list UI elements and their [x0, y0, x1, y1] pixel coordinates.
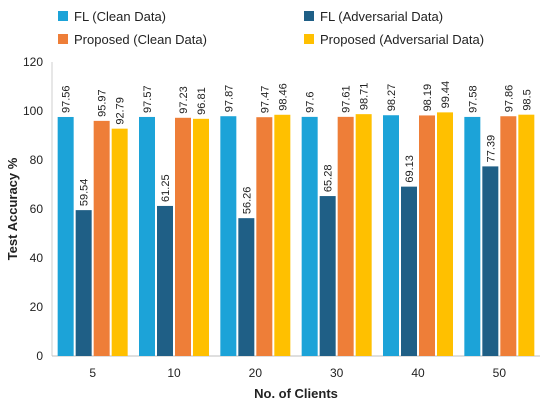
bar [175, 117, 191, 356]
bar-data-label: 97.86 [503, 85, 515, 113]
bar [337, 116, 354, 356]
bar [75, 210, 92, 356]
bar-data-label: 97.61 [341, 85, 353, 113]
x-tick-labels: 5 10 20 30 40 50 [89, 366, 506, 380]
bar [301, 116, 318, 356]
bar [157, 205, 173, 356]
bar [274, 114, 291, 356]
legend-swatch-proposed-clean [58, 34, 68, 44]
x-tick-label: 5 [89, 366, 96, 380]
legend-item-fl-adversarial: FL (Adversarial Data) [304, 6, 443, 26]
bar-data-label: 97.87 [223, 85, 235, 113]
x-axis-title: No. of Clients [254, 386, 338, 401]
x-tick-label: 40 [411, 366, 425, 380]
bar [355, 114, 372, 357]
bar-data-label: 98.46 [277, 83, 289, 111]
legend-item-fl-clean: FL (Clean Data) [58, 6, 166, 26]
y-tick-label: 40 [30, 251, 44, 265]
y-tick-label: 0 [36, 349, 43, 363]
y-tick-label: 60 [30, 202, 44, 216]
bar-data-label: 69.13 [404, 155, 416, 183]
legend-label-proposed-clean: Proposed (Clean Data) [74, 31, 207, 47]
bar-data-label: 92.79 [115, 97, 127, 125]
bar-data-label: 96.81 [196, 87, 208, 115]
bar [57, 116, 74, 356]
bar-data-label: 99.44 [440, 81, 452, 109]
bar-data-label: 97.47 [259, 86, 271, 114]
y-axis-title: Test Accuracy % [5, 157, 20, 260]
bar-data-label: 61.25 [160, 174, 172, 202]
legend-label-proposed-adversarial: Proposed (Adversarial Data) [320, 31, 485, 47]
bar [383, 115, 399, 357]
legend-swatch-proposed-adversarial [304, 34, 314, 44]
bar-data-label: 98.19 [422, 84, 434, 112]
y-tick-labels: 0 20 40 60 80 100 120 [23, 55, 43, 363]
bar [256, 117, 273, 356]
y-tick-label: 20 [30, 300, 44, 314]
legend-swatch-fl-adversarial [304, 11, 314, 21]
bar-data-label: 98.27 [386, 84, 398, 112]
x-tick-label: 30 [330, 366, 344, 380]
bar-data-label: 98.71 [359, 83, 371, 111]
x-tick-label: 50 [493, 366, 507, 380]
bar-data-label: 56.26 [241, 187, 253, 215]
bar [437, 112, 453, 356]
bar [220, 116, 237, 356]
bar [139, 116, 155, 357]
bar-data-label: 97.58 [467, 85, 479, 113]
legend-swatch-fl-clean [58, 11, 68, 21]
bar [319, 196, 336, 356]
legend-label-fl-clean: FL (Clean Data) [74, 8, 166, 24]
legend-item-proposed-adversarial: Proposed (Adversarial Data) [304, 29, 484, 49]
chart-legend: FL (Clean Data) FL (Adversarial Data) Pr… [58, 6, 538, 52]
bar [419, 115, 435, 356]
bar-data-label: 65.28 [323, 165, 335, 193]
bar-data-label: 97.6 [305, 91, 317, 112]
bar [111, 128, 128, 356]
bar [482, 166, 499, 356]
bar-data-label: 97.57 [142, 85, 154, 113]
bar-data-label: 95.97 [97, 89, 109, 117]
bar-data-label: 98.5 [521, 89, 533, 110]
bar [500, 116, 517, 356]
bar [93, 120, 110, 356]
bar-data-label: 97.23 [178, 86, 190, 114]
bar-data-label: 97.56 [61, 85, 73, 113]
bar [518, 114, 535, 356]
x-tick-label: 20 [249, 366, 263, 380]
bar-data-label: 59.54 [79, 179, 91, 207]
bar [464, 116, 481, 356]
bar [238, 218, 255, 356]
bar [401, 186, 417, 356]
legend-item-proposed-clean: Proposed (Clean Data) [58, 29, 207, 49]
bar [193, 118, 209, 357]
bar-series: 97.56 59.54 95.97 92.79 97.57 61.25 97.23 96.81… [57, 81, 535, 357]
y-tick-label: 100 [23, 104, 43, 118]
y-tick-label: 120 [23, 55, 43, 69]
legend-label-fl-adversarial: FL (Adversarial Data) [320, 8, 444, 24]
bar-data-label: 77.39 [485, 135, 497, 163]
y-tick-label: 80 [30, 153, 44, 167]
x-tick-label: 10 [167, 366, 181, 380]
